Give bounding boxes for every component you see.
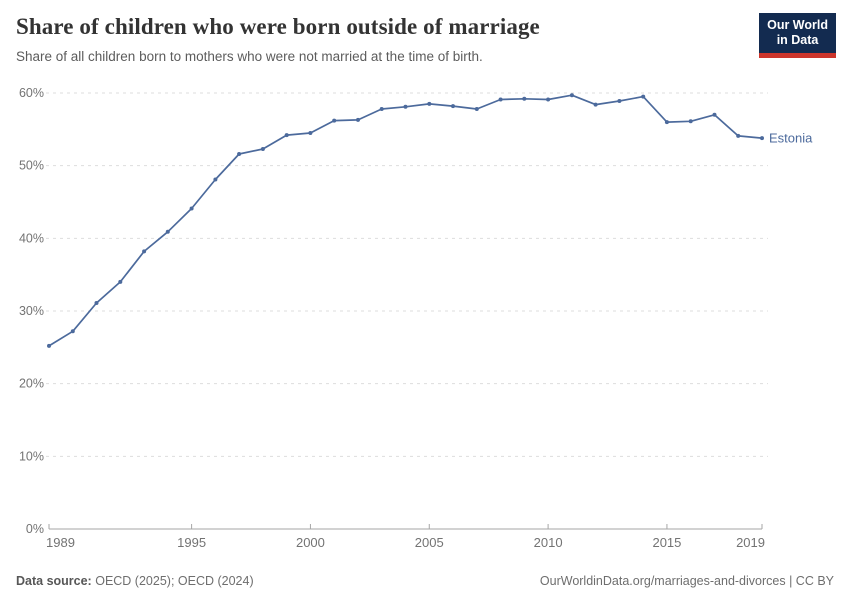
data-point[interactable]	[379, 107, 384, 111]
chart-subtitle: Share of all children born to mothers wh…	[16, 49, 483, 64]
x-tick-label: 2019	[736, 535, 765, 550]
data-source-label: Data source:	[16, 574, 92, 588]
data-point[interactable]	[427, 101, 432, 106]
data-point[interactable]	[522, 96, 527, 101]
x-tick-label: 1995	[177, 535, 206, 550]
x-tick-label: 1989	[46, 535, 75, 550]
y-tick-label: 0%	[26, 522, 44, 536]
license-link[interactable]: OurWorldinData.org/marriages-and-divorce…	[539, 574, 834, 588]
data-point[interactable]	[664, 120, 669, 125]
data-point[interactable]	[332, 118, 337, 123]
data-point[interactable]	[142, 249, 147, 254]
data-point[interactable]	[118, 279, 123, 284]
y-tick-label: 30%	[19, 304, 44, 318]
data-point[interactable]	[237, 152, 242, 156]
owid-logo-line2: in Data	[776, 33, 819, 48]
data-point[interactable]	[47, 343, 51, 348]
chart-footer: Data source: OECD (2025); OECD (2024) Ou…	[16, 574, 834, 588]
owid-logo-line1: Our World	[767, 18, 828, 32]
data-point[interactable]	[189, 206, 194, 211]
y-tick-label: 40%	[19, 231, 44, 245]
data-point[interactable]	[617, 99, 622, 103]
page-title: Share of children who were born outside …	[16, 14, 540, 39]
data-point[interactable]	[356, 117, 360, 122]
data-point[interactable]	[760, 136, 764, 141]
data-source: Data source: OECD (2025); OECD (2024)	[16, 574, 254, 588]
x-tick-label: 2010	[534, 535, 563, 550]
data-point[interactable]	[474, 107, 479, 111]
data-source-value: OECD (2025); OECD (2024)	[95, 574, 254, 588]
data-point[interactable]	[165, 229, 170, 234]
data-point[interactable]	[688, 119, 693, 124]
data-point[interactable]	[403, 104, 408, 109]
data-point[interactable]	[94, 301, 99, 305]
y-tick-label: 50%	[19, 159, 44, 173]
y-tick-label: 60%	[19, 86, 44, 100]
data-point[interactable]	[569, 93, 574, 98]
owid-logo: Our World in Data	[759, 13, 836, 58]
data-point[interactable]	[213, 177, 218, 182]
chart-header: Share of children who were born outside …	[16, 14, 736, 64]
data-point[interactable]	[308, 131, 313, 135]
x-tick-label: 2015	[652, 535, 681, 550]
data-point[interactable]	[546, 97, 551, 102]
data-point[interactable]	[712, 112, 717, 117]
data-point[interactable]	[284, 133, 289, 138]
chart-line	[48, 94, 763, 347]
data-point[interactable]	[498, 97, 503, 102]
y-tick-label: 20%	[19, 377, 44, 391]
data-point[interactable]	[260, 147, 265, 151]
line-chart[interactable]: 0% 10% 20% 30% 40% 50% 60% 1989 1995 2000 2005 2010…	[0, 78, 850, 560]
x-tick-label: 2000	[296, 535, 325, 550]
data-point[interactable]	[451, 104, 455, 109]
data-point[interactable]	[70, 329, 75, 334]
data-point[interactable]	[593, 102, 598, 107]
x-tick-label: 2005	[415, 535, 444, 550]
data-point[interactable]	[736, 133, 741, 138]
series-end-label: Estonia	[769, 131, 813, 146]
y-tick-label: 10%	[19, 449, 44, 463]
data-point[interactable]	[641, 94, 646, 99]
